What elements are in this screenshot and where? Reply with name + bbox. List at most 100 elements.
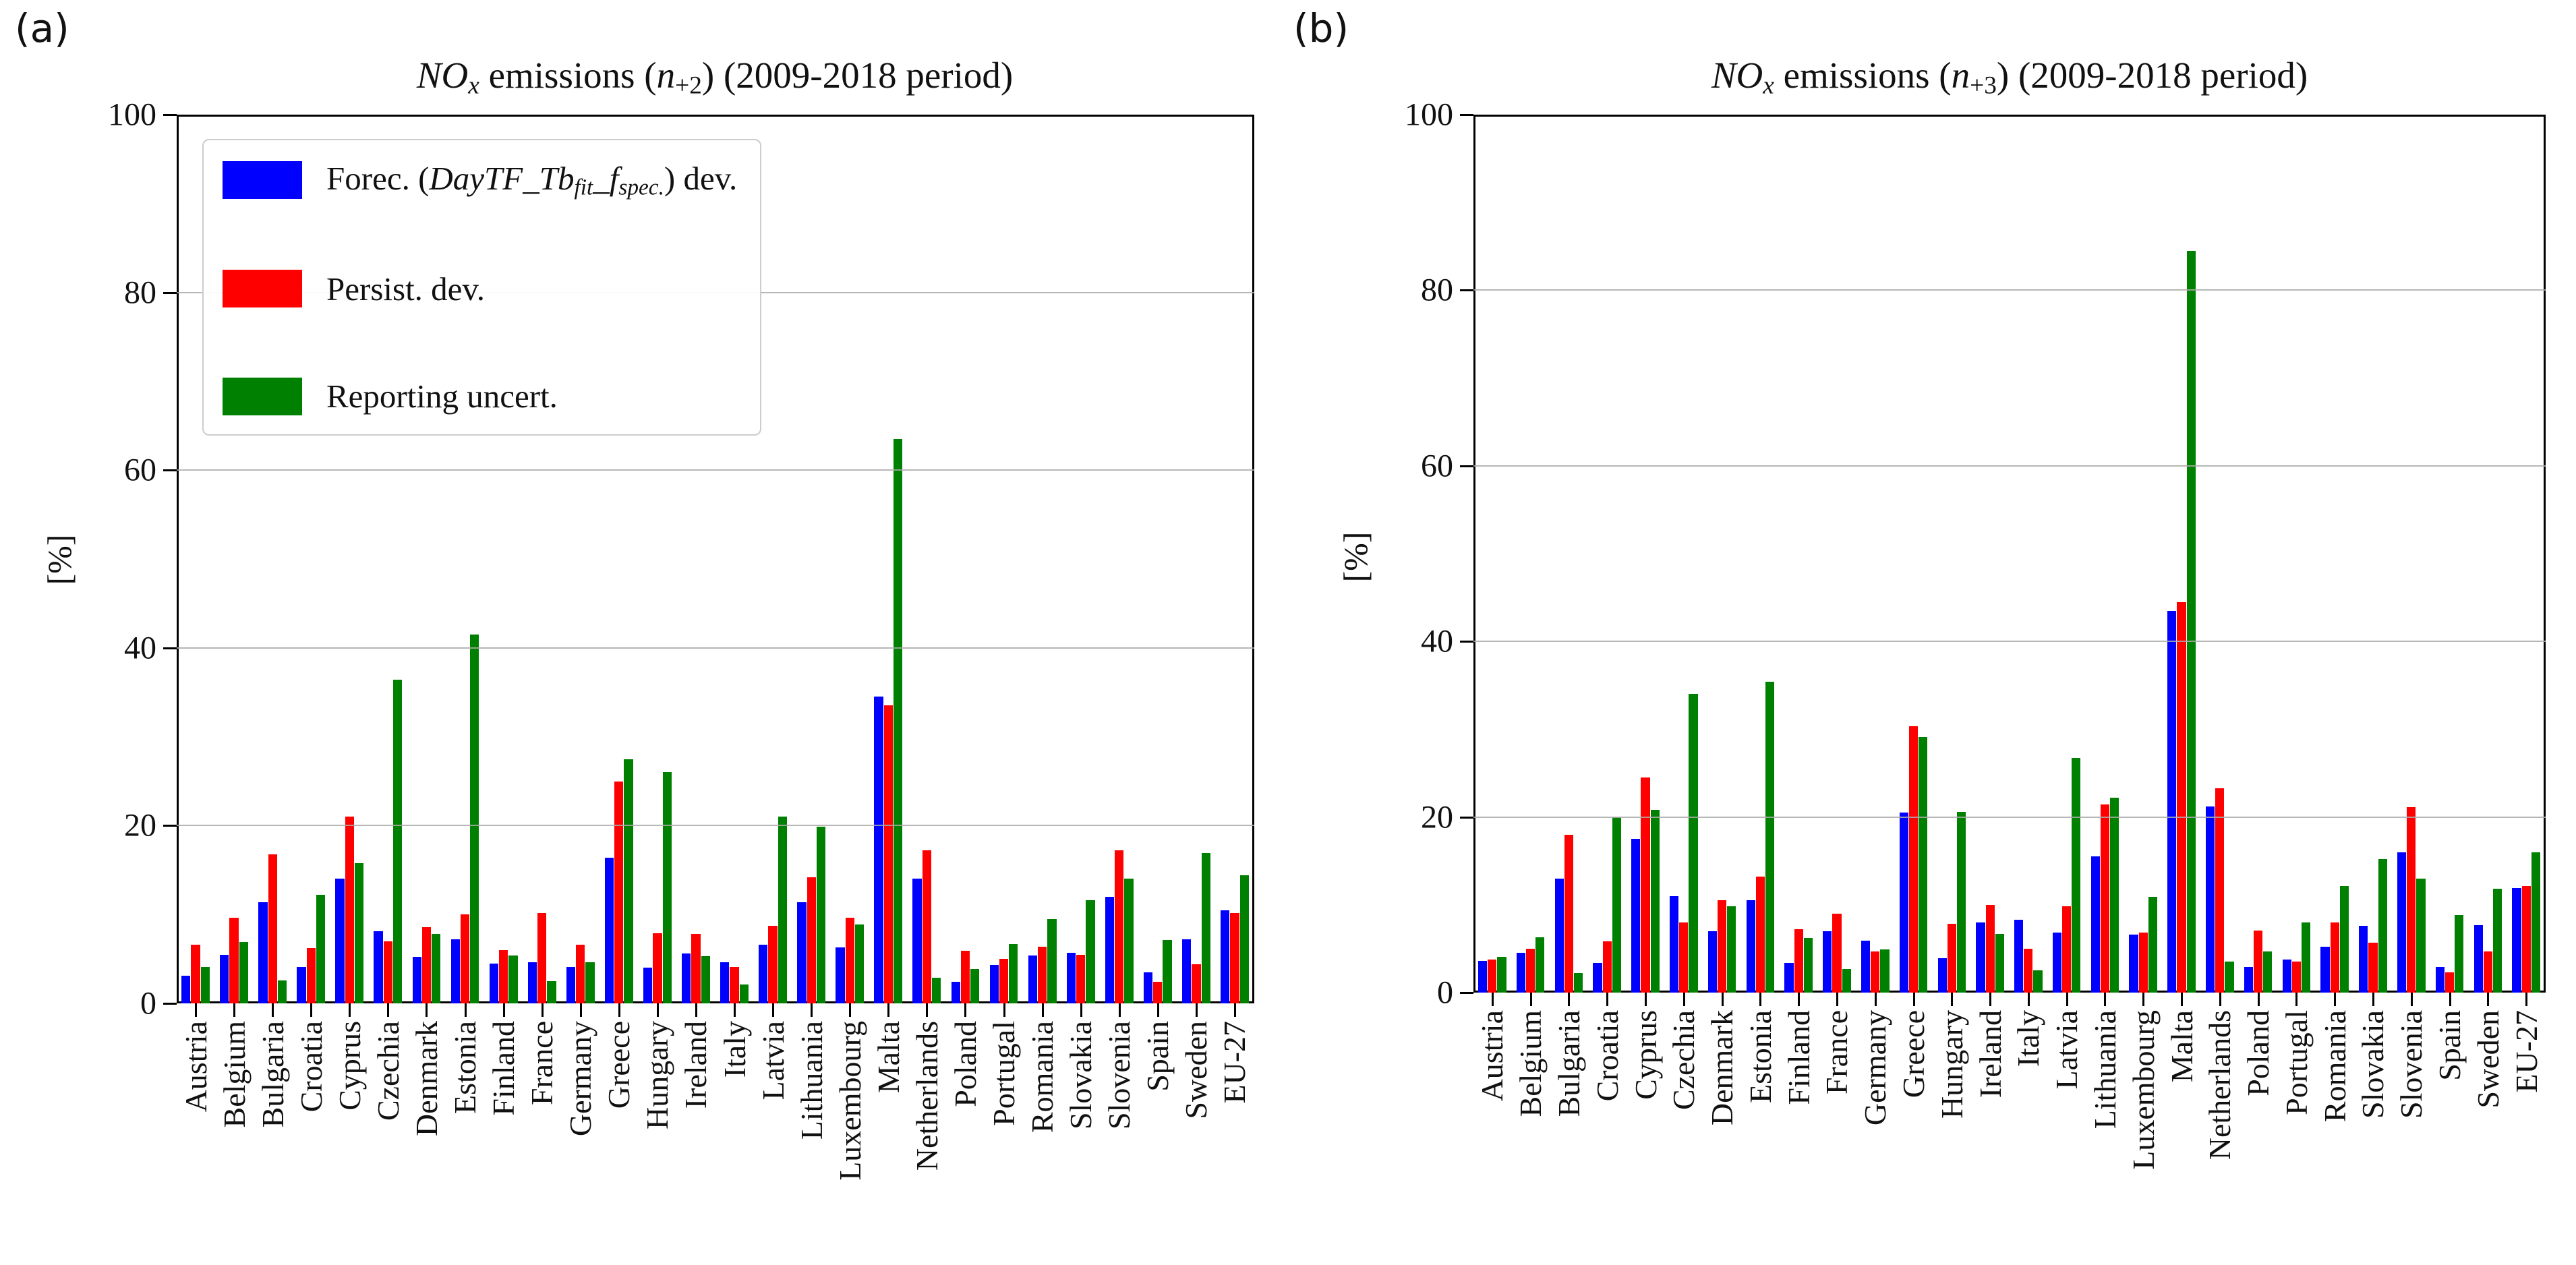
x-tick-mark — [1157, 1003, 1159, 1017]
text-segment: fit — [574, 175, 593, 200]
bar — [2397, 852, 2407, 993]
bar — [2177, 601, 2186, 993]
text-segment: emissions ( — [479, 55, 657, 96]
panel-b-label: (b) — [1293, 5, 1349, 51]
bar — [1086, 900, 1095, 1003]
x-tick-mark — [1233, 1003, 1236, 1017]
bar — [460, 914, 470, 1003]
bar — [1028, 955, 1037, 1003]
y-tick-mark — [163, 114, 177, 116]
x-tick-label: Luxembourg — [832, 1021, 867, 1181]
bar — [1631, 839, 1641, 993]
x-tick-label: EU-27 — [2509, 1010, 2544, 1093]
bar — [883, 705, 893, 1003]
bar — [191, 945, 200, 1003]
bar — [1105, 896, 1115, 1003]
x-tick-mark — [1721, 993, 1724, 1006]
bar — [2445, 972, 2455, 993]
x-tick-label: Lithuania — [2087, 1010, 2122, 1129]
x-tick-label: Spain — [1140, 1021, 1175, 1092]
bar — [2339, 886, 2349, 993]
bar — [797, 902, 807, 1003]
x-tick-mark — [2257, 993, 2260, 1006]
bar — [759, 945, 768, 1003]
y-tick-mark — [1460, 289, 1473, 292]
x-tick-label: Croatia — [293, 1021, 328, 1113]
y-tick-mark — [1460, 114, 1473, 116]
x-tick-mark — [2295, 993, 2298, 1006]
bar — [2052, 933, 2062, 993]
bar — [335, 879, 345, 1003]
bar — [989, 965, 999, 1003]
x-tick-mark — [618, 1003, 620, 1017]
bar — [2359, 926, 2368, 993]
bar — [2378, 859, 2387, 993]
x-tick-label: Greece — [602, 1021, 637, 1109]
bar — [450, 939, 460, 1003]
bar — [874, 697, 883, 1003]
x-tick-mark — [734, 1003, 736, 1017]
x-tick-mark — [2142, 993, 2145, 1006]
bar — [922, 850, 932, 1003]
y-tick-label: 60 — [1421, 448, 1453, 484]
x-tick-mark — [887, 1003, 890, 1017]
x-tick-label: Romania — [1025, 1021, 1060, 1134]
bar — [1755, 877, 1765, 993]
x-tick-label: Finland — [1781, 1010, 1816, 1105]
legend-label: Reporting uncert. — [326, 377, 558, 415]
bar — [1478, 961, 1488, 993]
bar — [2100, 804, 2110, 993]
bar — [2110, 797, 2119, 993]
legend-swatch — [223, 377, 302, 415]
x-tick-label: Greece — [1896, 1010, 1931, 1098]
bar — [604, 857, 614, 1003]
bar — [932, 977, 941, 1003]
text-segment: ) dev. — [664, 160, 738, 197]
panel-a-title: NOx emissions (n+2) (2009-2018 period) — [417, 54, 1013, 100]
bar — [1009, 943, 1018, 1003]
y-tick-label: 0 — [140, 985, 156, 1022]
bar — [2033, 970, 2043, 993]
x-tick-label: Italy — [2011, 1010, 2046, 1067]
gridline — [177, 647, 1254, 649]
bar — [682, 953, 691, 1003]
x-tick-mark — [233, 1003, 236, 1017]
bar — [1842, 968, 1851, 993]
bar — [2148, 897, 2158, 993]
bar — [2531, 852, 2540, 993]
bar — [951, 982, 960, 1003]
bar — [1181, 939, 1192, 1003]
bar — [1574, 973, 1583, 993]
bar — [1679, 922, 1689, 993]
bar — [1832, 913, 1842, 993]
bar — [1746, 900, 1755, 993]
x-tick-mark — [1989, 993, 1992, 1006]
x-tick-label: Slovakia — [2355, 1010, 2391, 1119]
bar — [1784, 962, 1794, 993]
y-tick-mark — [163, 647, 177, 649]
x-tick-label: Estonia — [448, 1021, 483, 1114]
gridline — [1473, 289, 2546, 291]
x-tick-mark — [1568, 993, 1571, 1006]
x-tick-label: Italy — [717, 1021, 752, 1078]
text-segment: +3 — [1970, 71, 1997, 100]
x-tick-label: Latvia — [755, 1021, 790, 1100]
bar — [2062, 906, 2072, 993]
x-tick-label: Belgium — [216, 1021, 252, 1128]
bar — [1488, 959, 1497, 993]
x-tick-label: Slovakia — [1063, 1021, 1099, 1129]
x-tick-label: Bulgaria — [1551, 1010, 1586, 1117]
bar — [2455, 915, 2464, 993]
bar — [1985, 904, 1995, 993]
bar — [893, 439, 903, 1003]
bar — [778, 817, 787, 1003]
gridline — [1473, 816, 2546, 818]
panel-b-ylabel: [%] — [1337, 531, 1374, 583]
x-tick-mark — [1798, 993, 1801, 1006]
bar — [739, 984, 749, 1003]
bar — [999, 959, 1009, 1003]
y-tick-label: 60 — [124, 452, 156, 488]
x-tick-label: Cyprus — [332, 1021, 367, 1111]
y-tick-mark — [163, 291, 177, 294]
bar — [2320, 947, 2330, 993]
